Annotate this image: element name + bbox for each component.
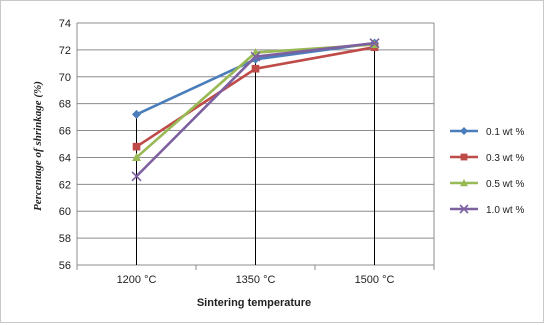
y-axis-title: Percentage of shrinkage (%)	[32, 81, 44, 211]
legend-item: 0.1 wt %	[450, 127, 524, 138]
data-point	[369, 38, 380, 49]
data-point	[459, 204, 469, 214]
x-tick-label: 1350 °C	[236, 274, 276, 286]
x-tick-label: 1200 °C	[117, 274, 157, 286]
data-point	[460, 153, 468, 161]
legend: 0.1 wt % 0.3 wt % 0.5 wt % 1.0 wt %	[450, 127, 524, 216]
data-point	[132, 142, 141, 151]
y-tick-label: 64	[59, 152, 71, 164]
y-tick-label: 72	[59, 45, 71, 57]
x-axis-title: Sintering temperature	[197, 297, 311, 309]
y-tick-label: 58	[59, 233, 71, 245]
data-point	[460, 127, 468, 135]
y-tick-label: 60	[59, 206, 71, 218]
drop-lines	[136, 43, 375, 265]
y-tick-label: 74	[59, 18, 71, 30]
legend-label: 0.3 wt %	[486, 153, 524, 164]
legend-item: 1.0 wt %	[450, 204, 524, 216]
legend-item: 0.5 wt %	[450, 179, 524, 190]
legend-label: 1.0 wt %	[486, 205, 524, 216]
series-layer	[131, 38, 380, 182]
y-tick-labels: 56 58 60 62 64 66 68 70 72 74	[59, 18, 71, 272]
y-tick-label: 68	[59, 99, 71, 111]
x-tick-label: 1500 °C	[355, 274, 395, 286]
series-group	[131, 38, 380, 182]
data-point	[132, 152, 141, 162]
y-tick-label: 62	[59, 179, 71, 191]
legend-label: 0.1 wt %	[486, 127, 524, 138]
data-point	[251, 64, 260, 73]
data-point	[131, 171, 142, 182]
x-tick-labels: 1200 °C 1350 °C 1500 °C	[117, 274, 395, 286]
y-tick-label: 70	[59, 72, 71, 84]
legend-item: 0.3 wt %	[450, 153, 524, 164]
data-point	[250, 51, 261, 62]
y-tick-label: 66	[59, 126, 71, 138]
data-point	[132, 109, 141, 119]
data-point	[460, 179, 468, 187]
y-tick-label: 56	[59, 260, 71, 272]
legend-label: 0.5 wt %	[486, 179, 524, 190]
